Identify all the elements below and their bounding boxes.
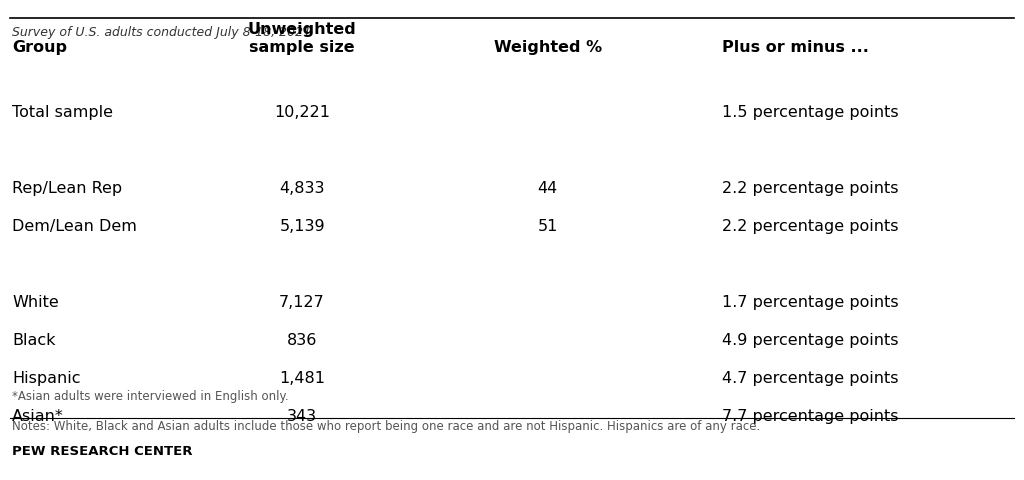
Text: 44: 44: [538, 181, 558, 196]
Text: 10,221: 10,221: [274, 105, 330, 120]
Text: 4.9 percentage points: 4.9 percentage points: [722, 333, 898, 348]
Text: 7,127: 7,127: [280, 295, 325, 310]
Text: 2.2 percentage points: 2.2 percentage points: [722, 181, 898, 196]
Text: 1,481: 1,481: [280, 371, 325, 386]
Text: 343: 343: [287, 409, 317, 424]
Text: Weighted %: Weighted %: [494, 40, 602, 55]
Text: Hispanic: Hispanic: [12, 371, 81, 386]
Text: *Asian adults were interviewed in English only.: *Asian adults were interviewed in Englis…: [12, 390, 289, 403]
Text: 4.7 percentage points: 4.7 percentage points: [722, 371, 898, 386]
Text: Total sample: Total sample: [12, 105, 114, 120]
Text: White: White: [12, 295, 59, 310]
Text: Unweighted
sample size: Unweighted sample size: [248, 22, 356, 55]
Text: 4,833: 4,833: [280, 181, 325, 196]
Text: 5,139: 5,139: [280, 219, 325, 234]
Text: 836: 836: [287, 333, 317, 348]
Text: Black: Black: [12, 333, 55, 348]
Text: 51: 51: [538, 219, 558, 234]
Text: Rep/Lean Rep: Rep/Lean Rep: [12, 181, 123, 196]
Text: 1.5 percentage points: 1.5 percentage points: [722, 105, 898, 120]
Text: Notes: White, Black and Asian adults include those who report being one race and: Notes: White, Black and Asian adults inc…: [12, 420, 761, 433]
Text: PEW RESEARCH CENTER: PEW RESEARCH CENTER: [12, 445, 193, 458]
Text: 7.7 percentage points: 7.7 percentage points: [722, 409, 898, 424]
Text: 1.7 percentage points: 1.7 percentage points: [722, 295, 898, 310]
Text: Group: Group: [12, 40, 68, 55]
Text: Plus or minus ...: Plus or minus ...: [722, 40, 868, 55]
Text: Asian*: Asian*: [12, 409, 65, 424]
Text: 2.2 percentage points: 2.2 percentage points: [722, 219, 898, 234]
Text: Dem/Lean Dem: Dem/Lean Dem: [12, 219, 137, 234]
Text: Survey of U.S. adults conducted July 8-18, 2021: Survey of U.S. adults conducted July 8-1…: [12, 26, 311, 39]
